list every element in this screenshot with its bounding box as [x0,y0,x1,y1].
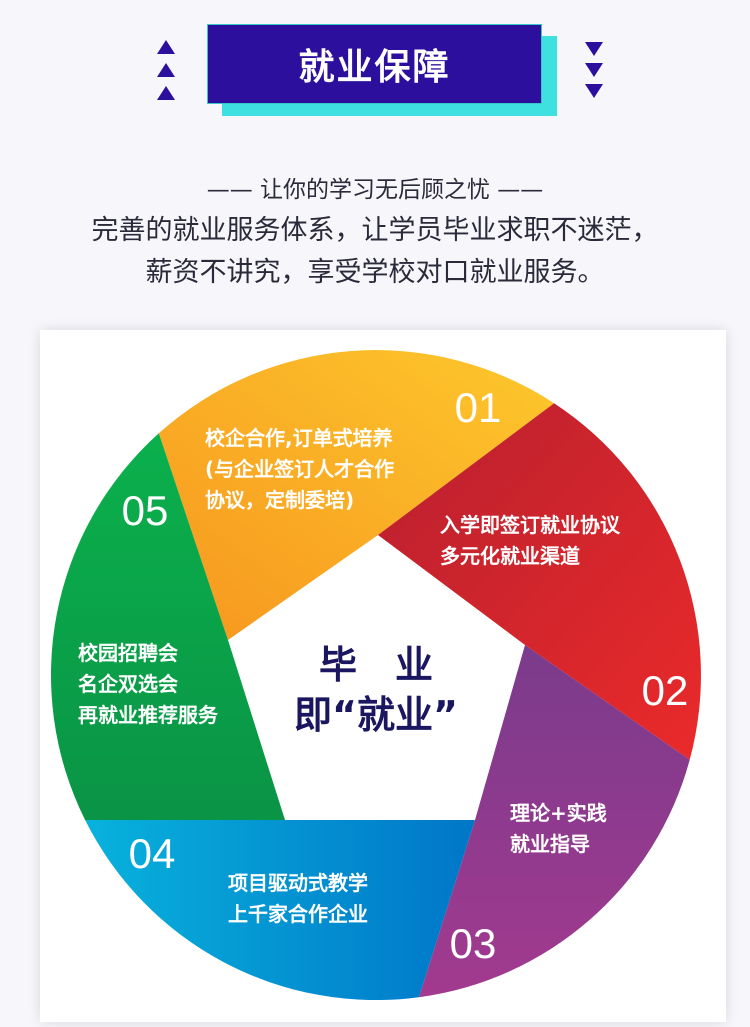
segment-text-05: 名企双选会 [78,672,178,696]
segment-text-02: 入学即签订就业协议 [440,513,621,537]
center-line-1: 毕 业 [319,643,433,687]
segment-text-01: 校企合作,订单式培养 [205,426,393,450]
description-line-2: 薪资不讲究，享受学校对口就业服务。 [145,257,605,288]
segment-number-01: 01 [455,384,502,431]
segment-05 [50,433,285,820]
segment-text-04: 上千家合作企业 [228,902,368,926]
segment-number-03: 03 [450,920,497,967]
triangle-down-icon [585,63,603,77]
segment-number-02: 02 [642,667,689,714]
triangle-down-icon [585,84,603,98]
triangle-down-icon [585,42,603,56]
segment-text-03: 就业指导 [510,832,590,856]
segment-text-05: 再就业推荐服务 [78,703,219,727]
triangle-up-icon [157,86,175,100]
segment-number-04: 04 [129,830,176,877]
segment-text-01: 协议，定制委培) [205,488,354,512]
segment-03 [418,645,690,998]
segment-text-05: 校园招聘会 [78,641,178,665]
triangle-up-icon [157,63,175,77]
segment-text-01: (与企业签订人才合作 [205,457,394,481]
center-line-2: 即“就业” [294,693,458,737]
segment-text-04: 项目驱动式教学 [228,871,368,895]
segment-number-05: 05 [122,487,169,534]
segment-01 [158,350,555,640]
triangle-up-icon [157,40,175,54]
description-line-1: 完善的就业服务体系，让学员毕业求职不迷茫， [91,215,659,246]
page-title: 就业保障 [207,24,542,104]
segment-text-02: 多元化就业渠道 [440,544,580,568]
segment-text-03: 理论+实践 [510,801,607,825]
segment-02 [378,403,701,760]
segment-04 [85,820,475,1001]
tagline: —— 让你的学习无后顾之忧 —— [206,177,544,203]
